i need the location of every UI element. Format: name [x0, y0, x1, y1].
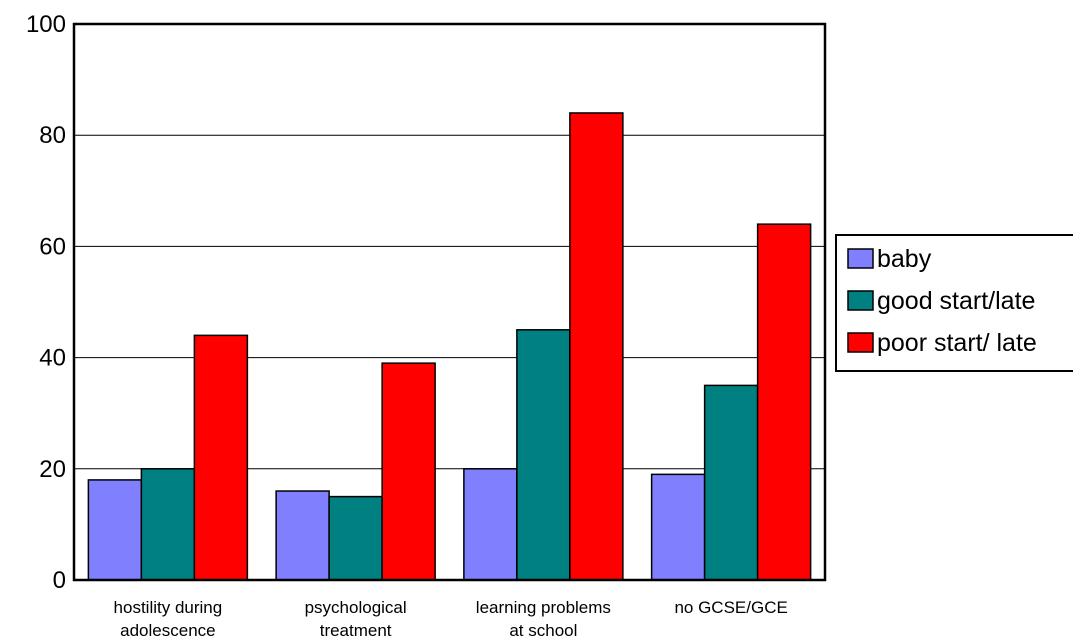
- x-axis-category-labels: hostility during adolescence psychological…: [114, 598, 788, 640]
- legend-label: poor start/ late: [877, 329, 1037, 357]
- bar-2-1: [140, 468, 196, 581]
- y-tick-label: 40: [39, 345, 66, 372]
- y-tick-label: 60: [39, 233, 66, 260]
- legend-swatch: [847, 290, 874, 311]
- y-tick-label: 80: [39, 122, 66, 149]
- x-category-label: adolescence: [120, 621, 215, 640]
- legend-label: good start/late: [877, 287, 1035, 315]
- bar-1-4: [650, 473, 706, 581]
- bar-2-2: [328, 495, 383, 581]
- x-category-label: psychological: [305, 598, 407, 617]
- x-category-label: treatment: [320, 621, 392, 640]
- bar-1-3: [463, 468, 518, 581]
- y-axis-tick-labels: 0 20 40 60 80 100: [26, 11, 66, 594]
- bar-3-3: [569, 112, 624, 581]
- legend-box: [835, 234, 1073, 372]
- bar-2-4: [703, 384, 759, 581]
- x-category-label: hostility during: [114, 598, 223, 617]
- bar-3-2: [381, 362, 436, 581]
- bar-1-2: [275, 490, 330, 581]
- bar-3-1: [193, 334, 249, 581]
- bar-1-1: [87, 479, 143, 581]
- bar-2-3: [516, 329, 571, 581]
- x-category-label: at school: [509, 621, 577, 640]
- plot-frame: [72, 22, 827, 582]
- x-category-label: learning problems: [476, 598, 611, 617]
- legend-swatch: [847, 332, 874, 353]
- legend-label: baby: [877, 245, 932, 273]
- y-tick-label: 100: [26, 11, 66, 38]
- bar-3-4: [756, 223, 812, 581]
- y-tick-label: 20: [39, 456, 66, 483]
- legend-swatch: [847, 248, 874, 269]
- x-category-label: no GCSE/GCE: [674, 598, 787, 617]
- bars: [87, 112, 812, 581]
- y-tick-label: 0: [53, 567, 66, 594]
- legend: baby good start/late poor start/ late: [835, 234, 1073, 372]
